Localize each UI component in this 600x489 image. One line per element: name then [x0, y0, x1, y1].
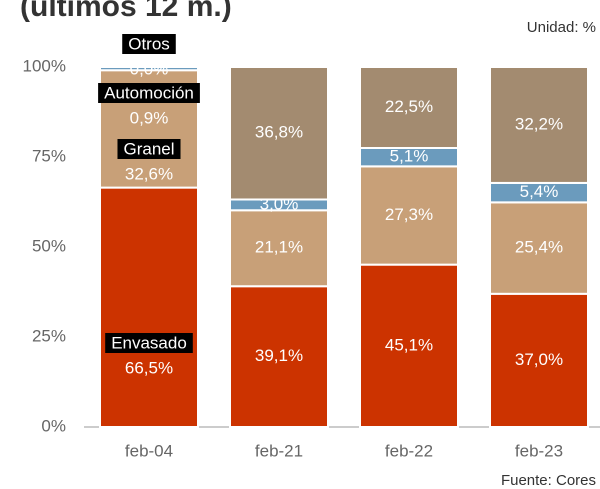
value-label: 66,5%	[125, 358, 173, 377]
bar-segment	[229, 285, 329, 428]
value-label: 5,4%	[520, 182, 559, 201]
unit-note: Unidad: %	[527, 19, 596, 36]
chart-title: (últimos 12 m.)	[20, 0, 232, 23]
legend-label: Granel	[123, 139, 174, 158]
value-label: 25,4%	[515, 238, 563, 257]
legend-tag-box	[117, 139, 181, 159]
legend-label: Envasado	[111, 333, 187, 352]
value-label: 32,6%	[125, 164, 173, 183]
legend-label: Otros	[128, 34, 170, 53]
source-note: Fuente: Cores	[501, 472, 596, 489]
legend-tag-box	[98, 83, 200, 103]
value-label: 39,1%	[255, 346, 303, 365]
y-tick-label: 0%	[41, 416, 66, 435]
value-label: 22,5%	[385, 97, 433, 116]
bar-segment	[489, 66, 589, 184]
value-label: 32,2%	[515, 114, 563, 133]
y-tick-label: 50%	[32, 236, 66, 255]
bar-segment	[359, 66, 459, 149]
legend-label: Automoción	[104, 83, 194, 102]
bar-segment	[99, 186, 199, 428]
value-label: 36,8%	[255, 123, 303, 142]
y-tick-label: 100%	[23, 56, 66, 75]
x-tick-label: feb-22	[385, 441, 433, 460]
legend-tag-box	[122, 34, 176, 54]
y-tick-label: 25%	[32, 326, 66, 345]
x-tick-label: feb-23	[515, 441, 563, 460]
bar-segment	[359, 165, 459, 266]
legend-tag-box	[105, 333, 193, 353]
bar-segment	[359, 263, 459, 429]
value-label: 0,0%	[130, 59, 169, 78]
value-label: 37,0%	[515, 350, 563, 369]
value-label: 5,1%	[390, 147, 429, 166]
bar-segment	[99, 66, 199, 72]
value-label: 0,9%	[130, 108, 169, 127]
x-tick-label: feb-21	[255, 441, 303, 460]
value-label: 45,1%	[385, 335, 433, 354]
y-tick-label: 75%	[32, 146, 66, 165]
bar-segment	[229, 66, 329, 201]
bar-segment	[489, 292, 589, 428]
value-label: 21,1%	[255, 238, 303, 257]
bar-segment	[489, 201, 589, 295]
value-label: 27,3%	[385, 205, 433, 224]
bar-segment	[229, 209, 329, 288]
x-tick-label: feb-04	[125, 441, 173, 460]
